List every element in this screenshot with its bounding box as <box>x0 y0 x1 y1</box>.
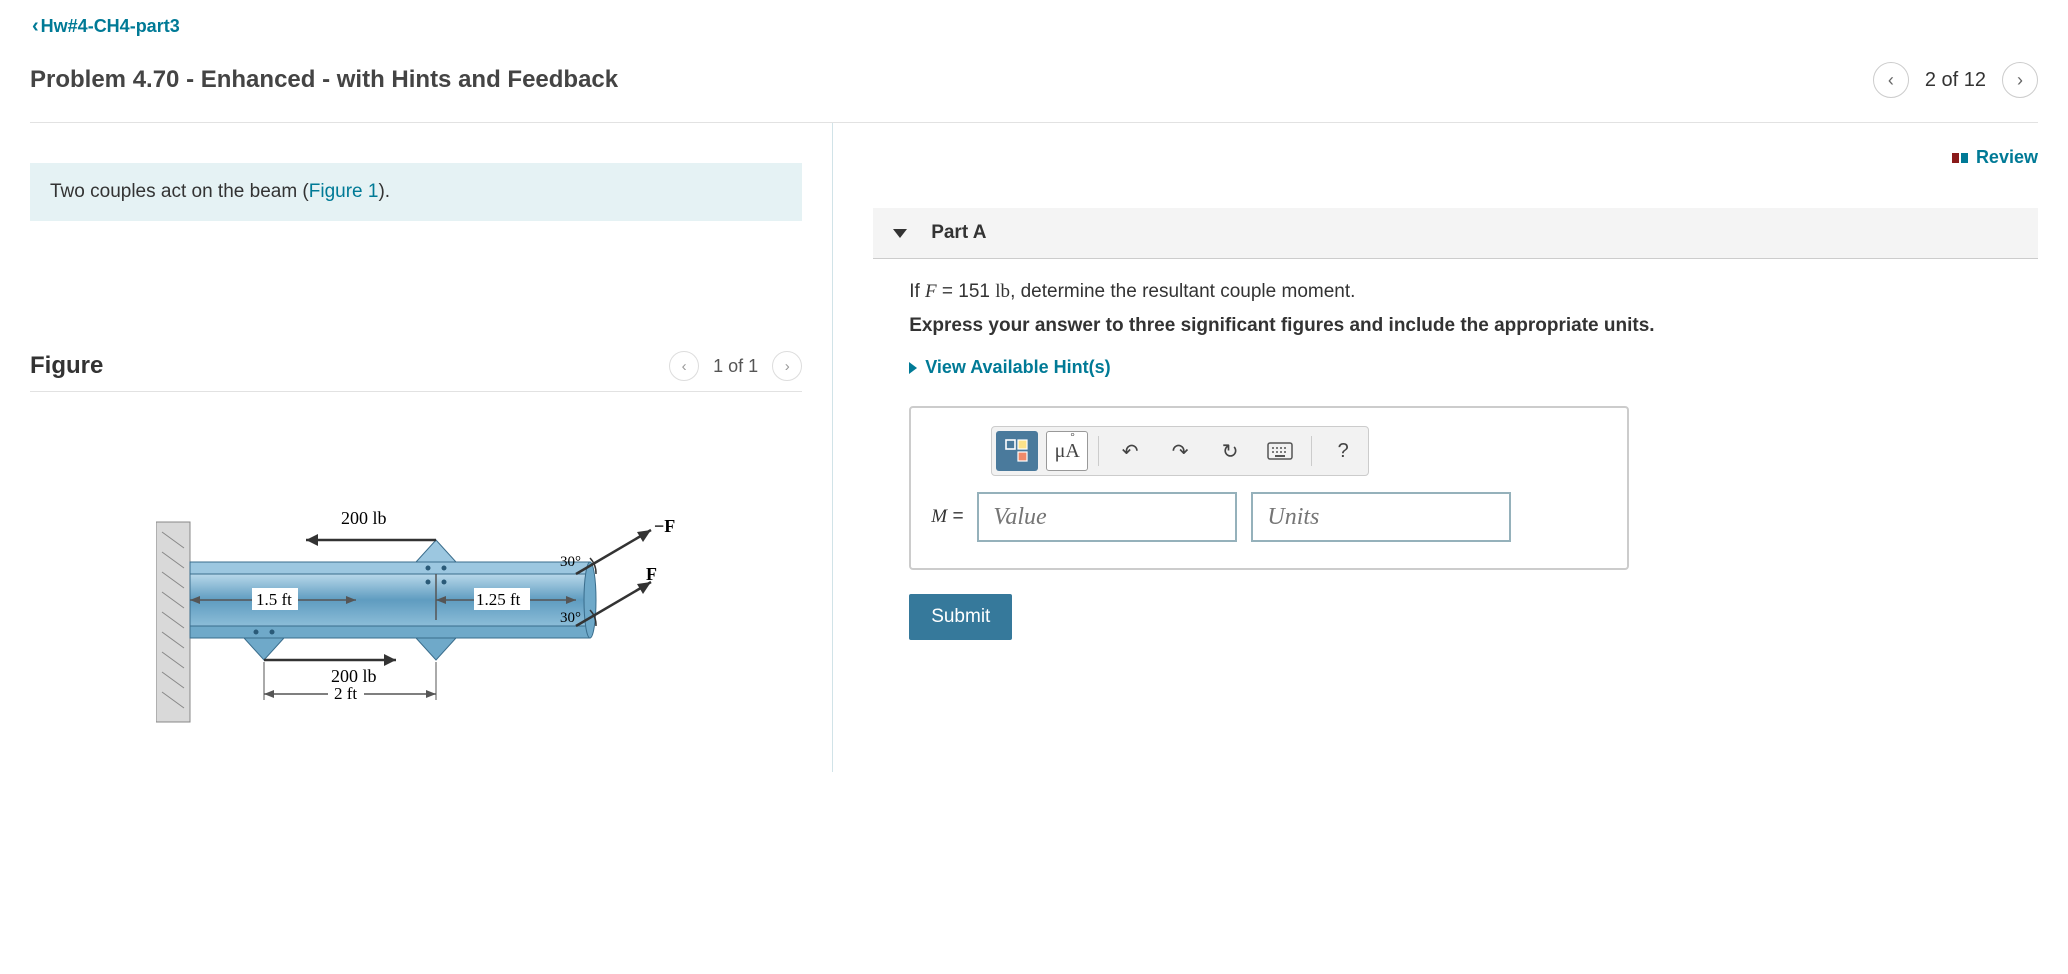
figure-diagram: 200 lb 200 lb −F F 30° <box>30 482 802 752</box>
part-a-instructions: Express your answer to three significant… <box>909 315 2038 337</box>
caret-down-icon <box>893 229 907 238</box>
breadcrumb[interactable]: ‹ Hw#4-CH4-part3 <box>30 10 2038 56</box>
prev-figure-button[interactable]: ‹ <box>669 351 699 381</box>
submit-button[interactable]: Submit <box>909 594 1012 640</box>
figure-link[interactable]: Figure 1 <box>309 181 379 202</box>
review-link[interactable]: Review <box>873 141 2038 208</box>
svg-text:1.5 ft: 1.5 ft <box>256 590 292 609</box>
answer-box: μA° ↶ ↷ ↻ ? M = <box>909 406 1629 570</box>
next-figure-button[interactable]: › <box>772 351 802 381</box>
svg-text:1.25 ft: 1.25 ft <box>476 590 521 609</box>
units-button[interactable]: μA° <box>1046 431 1088 471</box>
problem-statement: Two couples act on the beam (Figure 1). <box>30 163 802 221</box>
redo-button[interactable]: ↷ <box>1159 431 1201 471</box>
part-a-title: Part A <box>931 222 986 244</box>
svg-text:2 ft: 2 ft <box>334 684 357 703</box>
next-problem-button[interactable]: › <box>2002 62 2038 98</box>
answer-toolbar: μA° ↶ ↷ ↻ ? <box>991 426 1369 476</box>
template-button[interactable] <box>996 431 1038 471</box>
figure-position: 1 of 1 <box>713 356 758 377</box>
part-a-question: If F = 151 lb, determine the resultant c… <box>909 281 2038 303</box>
review-icon <box>1952 153 1968 163</box>
chevron-left-icon: ‹ <box>32 15 39 38</box>
undo-button[interactable]: ↶ <box>1109 431 1151 471</box>
breadcrumb-label: Hw#4-CH4-part3 <box>41 16 180 37</box>
figure-heading: Figure <box>30 352 103 380</box>
caret-right-icon <box>909 362 917 374</box>
view-hints-link[interactable]: View Available Hint(s) <box>909 357 2038 378</box>
prev-problem-button[interactable]: ‹ <box>1873 62 1909 98</box>
svg-text:F: F <box>646 564 657 584</box>
problem-title: Problem 4.70 - Enhanced - with Hints and… <box>30 66 618 94</box>
answer-variable-label: M = <box>931 506 963 528</box>
svg-text:200 lb: 200 lb <box>341 508 387 528</box>
part-a-header[interactable]: Part A <box>873 208 2038 259</box>
reset-button[interactable]: ↻ <box>1209 431 1251 471</box>
keyboard-button[interactable] <box>1259 431 1301 471</box>
svg-text:30°: 30° <box>560 554 581 570</box>
problem-position: 2 of 12 <box>1925 69 1986 92</box>
value-input[interactable] <box>977 492 1237 542</box>
svg-text:−F: −F <box>654 516 675 536</box>
svg-text:30°: 30° <box>560 610 581 626</box>
problem-nav: ‹ 2 of 12 › <box>1873 62 2038 98</box>
units-input[interactable] <box>1251 492 1511 542</box>
help-button[interactable]: ? <box>1322 431 1364 471</box>
